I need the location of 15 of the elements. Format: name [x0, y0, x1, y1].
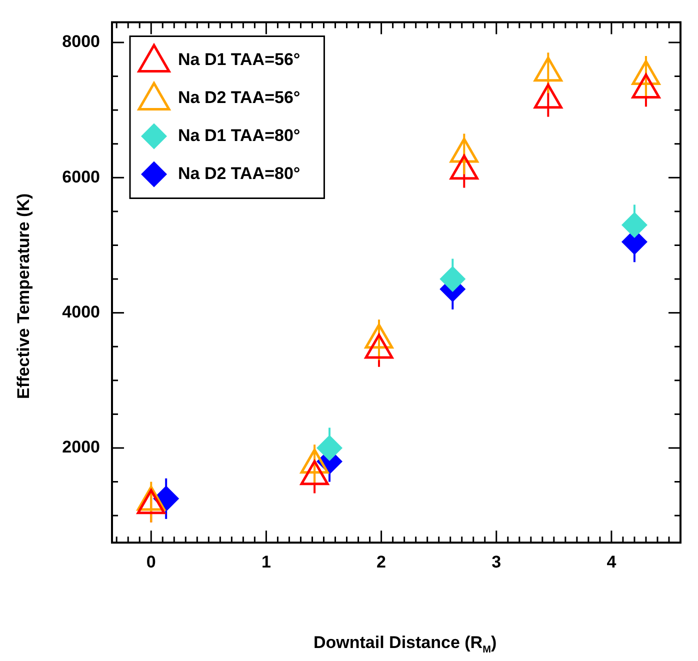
x-tick-label: 2	[376, 552, 386, 572]
y-tick-label: 2000	[62, 438, 100, 457]
y-axis-title: Effective Temperature (K)	[14, 193, 34, 399]
legend-label: Na D1 TAA=56°	[178, 50, 300, 69]
legend-label: Na D2 TAA=80°	[178, 164, 300, 183]
y-tick-label: 6000	[62, 167, 100, 186]
x-axis-title: Downtail Distance (R$_{M}$)	[314, 633, 497, 656]
y-tick-label: 4000	[62, 302, 100, 322]
x-tick-label: 0	[146, 552, 156, 572]
legend-label: Na D2 TAA=56°	[178, 88, 300, 107]
y-tick-label: 8000	[62, 32, 100, 52]
legend-label: Na D1 TAA=80°	[178, 126, 300, 145]
x-tick-label: 1	[261, 552, 271, 572]
x-tick-label: 3	[492, 552, 502, 572]
x-tick-label: 4	[606, 552, 617, 572]
